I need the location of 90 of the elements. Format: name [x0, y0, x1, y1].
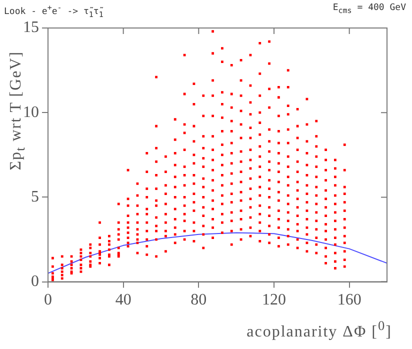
point — [343, 258, 346, 262]
point — [286, 176, 290, 178]
point — [230, 142, 233, 144]
point — [258, 240, 262, 242]
point — [286, 243, 290, 246]
point — [230, 120, 233, 122]
point — [258, 212, 262, 216]
point — [258, 176, 262, 178]
point — [315, 145, 318, 148]
x-axis-title: acoplanarity ΔΦ [$^{0}$] — [246, 318, 392, 342]
point — [258, 155, 262, 158]
point — [174, 242, 176, 244]
point — [117, 233, 120, 236]
point — [174, 176, 176, 178]
point — [174, 164, 176, 166]
point — [230, 192, 233, 196]
point — [117, 221, 120, 224]
point — [315, 186, 318, 188]
chart-title: Look - e$^{+}$e$^{-}$ -> τ̃$_{1}$τ̃$_{1}$ — [4, 3, 104, 19]
point — [146, 221, 148, 224]
point — [230, 162, 233, 165]
point — [286, 104, 290, 108]
point — [258, 186, 262, 188]
point — [202, 233, 205, 236]
point — [286, 228, 290, 231]
point — [202, 214, 205, 218]
point — [202, 94, 205, 97]
y-tick-label: 0 — [31, 273, 39, 290]
point — [230, 211, 233, 214]
point — [315, 120, 318, 122]
point — [60, 264, 64, 266]
point — [174, 118, 176, 121]
x-tick-label: 40 — [115, 292, 132, 309]
point — [258, 133, 262, 136]
point — [60, 277, 64, 280]
point — [174, 233, 176, 236]
point — [202, 177, 205, 180]
point — [202, 146, 205, 150]
point — [258, 111, 262, 114]
point — [60, 255, 64, 258]
point — [343, 265, 346, 268]
point — [343, 186, 346, 188]
point — [286, 211, 290, 214]
point — [174, 186, 176, 188]
x-tick-label: 80 — [190, 292, 207, 309]
point — [286, 155, 290, 158]
x-tick-label: 160 — [337, 292, 362, 309]
x-tick-label: 120 — [262, 292, 286, 309]
point — [315, 211, 318, 214]
point — [60, 270, 64, 273]
point — [343, 250, 346, 253]
point — [315, 155, 318, 158]
point — [202, 206, 205, 209]
point — [286, 142, 290, 144]
point — [258, 145, 262, 148]
point — [146, 212, 148, 216]
point — [343, 192, 346, 196]
point — [343, 226, 346, 229]
point — [258, 72, 262, 75]
point — [230, 243, 233, 246]
point — [230, 220, 233, 222]
point — [258, 94, 262, 97]
point — [286, 184, 290, 187]
y-tick-label: 10 — [23, 104, 39, 121]
point — [315, 236, 318, 240]
point — [89, 255, 92, 258]
y-tick-label: 5 — [31, 188, 39, 206]
point — [258, 204, 262, 207]
point — [315, 243, 318, 246]
point — [117, 228, 120, 231]
point — [258, 221, 262, 224]
point — [343, 168, 346, 172]
text: E$_{cms}$ = 400 GeV — [332, 3, 406, 15]
x-tick-label: 0 — [44, 292, 52, 309]
point — [89, 243, 92, 246]
point — [343, 218, 346, 220]
point — [343, 234, 346, 238]
point — [286, 234, 290, 238]
point — [230, 182, 233, 185]
point — [286, 220, 290, 222]
point — [315, 228, 318, 231]
point — [202, 186, 205, 188]
point — [174, 218, 176, 220]
point — [174, 226, 176, 229]
point — [315, 220, 318, 222]
point — [146, 170, 148, 174]
point — [343, 242, 346, 244]
y-tick-label: 15 — [23, 19, 39, 36]
point — [174, 138, 176, 141]
point — [315, 176, 318, 178]
